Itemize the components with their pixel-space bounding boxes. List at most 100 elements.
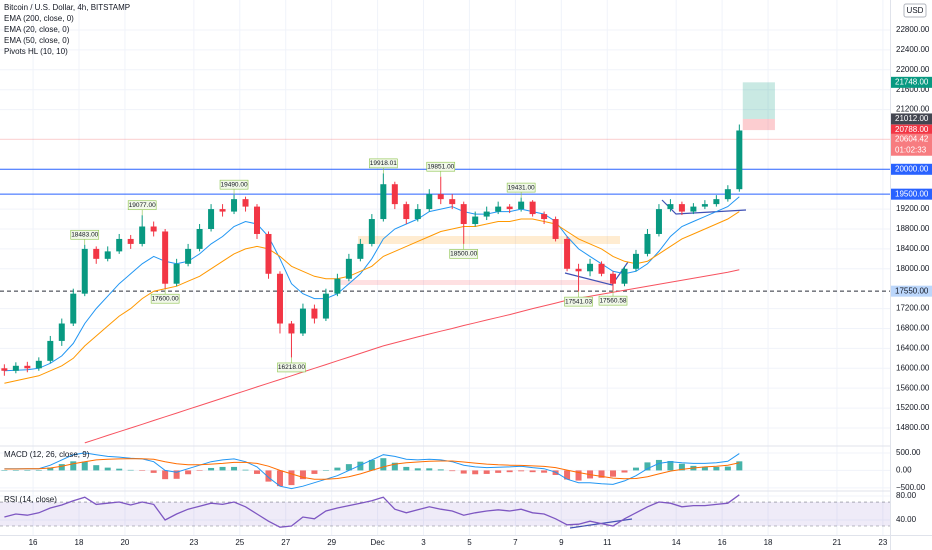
- pivot-box: [277, 362, 306, 373]
- stop-zone: [742, 118, 775, 131]
- candle-body: [311, 308, 318, 319]
- macd-histogram-bar: [208, 467, 215, 471]
- pivot-box: [426, 161, 456, 172]
- countdown: 01:02:33: [895, 145, 927, 154]
- macd-histogram-bar: [24, 470, 31, 471]
- candle-body: [35, 360, 42, 369]
- x-tick-label: 9: [559, 538, 564, 547]
- candle-body: [449, 199, 456, 205]
- pivot-label: 19918.01: [370, 160, 397, 167]
- candle-body: [24, 365, 31, 369]
- pivot-label: 19077.00: [129, 202, 156, 209]
- x-tick-label: Dec: [370, 538, 384, 547]
- pivot-box: [70, 229, 100, 240]
- demand-zone: [340, 280, 610, 285]
- x-tick-label: 25: [235, 538, 244, 547]
- pivot-box: [506, 182, 536, 193]
- price-label: 21012.00: [895, 114, 929, 123]
- candle-body: [12, 365, 19, 371]
- macd-histogram-bar: [391, 462, 398, 471]
- y-tick-label: 21200.00: [896, 105, 930, 114]
- candle-body: [334, 278, 341, 294]
- rsi-line: [4, 494, 740, 528]
- y-tick-label: 16400.00: [896, 343, 930, 352]
- candle-body: [736, 130, 743, 190]
- macd-histogram-bar: [81, 461, 88, 471]
- candle-body: [644, 233, 651, 254]
- macd-histogram-bar: [93, 465, 100, 471]
- pivot-box: [449, 249, 479, 259]
- candle-body: [495, 206, 502, 212]
- y-tick-label: 18800.00: [896, 224, 930, 233]
- x-tick-label: 14: [672, 538, 681, 547]
- macd-histogram-bar: [345, 464, 352, 471]
- macd-histogram-bar: [403, 466, 410, 471]
- macd-histogram-bar: [667, 460, 674, 471]
- macd-histogram-bar: [529, 470, 536, 473]
- macd-tick-label: −500.00: [896, 483, 926, 492]
- currency[interactable]: USD: [907, 6, 924, 15]
- x-tick-label: 23: [878, 538, 887, 547]
- macd-histogram-bar: [242, 469, 249, 471]
- candle-body: [472, 216, 479, 225]
- candle-body: [701, 204, 708, 207]
- price-label-bg: [891, 188, 932, 200]
- macd-histogram-bar: [437, 469, 444, 471]
- macd-histogram-bar: [162, 470, 169, 480]
- macd-histogram-bar: [506, 470, 513, 473]
- pivot-label: 17600.00: [152, 295, 179, 302]
- candle-body: [552, 219, 559, 239]
- currency-button[interactable]: [903, 3, 927, 18]
- macd-histogram-bar: [219, 466, 226, 471]
- candle-body: [276, 273, 283, 324]
- candle-body: [587, 263, 594, 272]
- macd-histogram-bar: [426, 468, 433, 471]
- price-label-bg: [891, 124, 932, 136]
- macd-histogram-bar: [368, 459, 375, 471]
- candle-body: [104, 251, 111, 259]
- candle-body: [93, 248, 100, 259]
- macd-histogram-bar: [116, 468, 123, 471]
- candle-body: [162, 231, 169, 284]
- x-tick-label: 11: [603, 538, 612, 547]
- pivot-label: 19851.00: [427, 163, 454, 170]
- rsi-legend: RSI (14, close): [4, 495, 57, 504]
- price-label: 17550.00: [895, 286, 929, 295]
- pivot-label: 18483.00: [71, 231, 98, 238]
- y-tick-label: 16000.00: [896, 363, 930, 372]
- x-tick-label: 7: [513, 538, 518, 547]
- price-label-bg: [891, 285, 932, 297]
- macd-histogram-bar: [541, 470, 548, 473]
- macd-histogram-bar: [139, 470, 146, 471]
- x-tick-label: 29: [327, 538, 336, 547]
- macd-histogram-bar: [334, 467, 341, 471]
- macd-histogram-bar: [564, 470, 571, 480]
- macd-histogram-bar: [276, 470, 283, 487]
- candle-body: [219, 209, 226, 212]
- pivot-label: 19431.00: [508, 184, 535, 191]
- macd-histogram-bar: [173, 470, 180, 479]
- candle-body: [678, 204, 685, 212]
- candle-body: [254, 206, 261, 234]
- candle-body: [391, 184, 398, 205]
- macd-histogram-bar: [449, 470, 456, 472]
- candle-body: [460, 204, 467, 225]
- pivot-box: [150, 293, 180, 304]
- candle-body: [506, 206, 513, 210]
- candle-body: [357, 243, 364, 259]
- candle-body: [724, 189, 731, 200]
- macd-histogram-bar: [414, 468, 421, 471]
- pivot-box: [369, 158, 398, 169]
- macd-histogram-bar: [472, 470, 479, 475]
- ema-line: [4, 211, 740, 384]
- pivot-label: 19490.00: [220, 181, 247, 188]
- ema-legend: EMA (200, close, 0): [4, 14, 74, 23]
- candle-body: [299, 308, 306, 334]
- macd-histogram-bar: [70, 461, 77, 471]
- price-label: 19500.00: [895, 189, 929, 198]
- macd-histogram-bar: [380, 458, 387, 471]
- macd-histogram-bar: [322, 470, 329, 471]
- candle-body: [58, 323, 65, 341]
- y-tick-label: 14800.00: [896, 423, 930, 432]
